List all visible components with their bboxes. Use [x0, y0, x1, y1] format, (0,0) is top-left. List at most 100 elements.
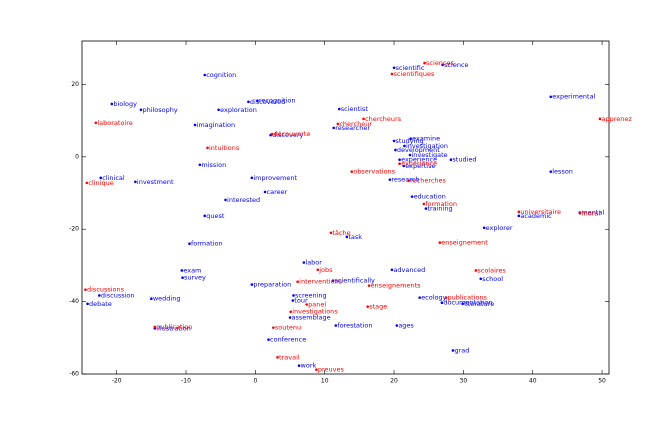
- point-label: ages: [398, 321, 414, 329]
- point-label: screening: [295, 291, 327, 299]
- point: [424, 207, 428, 210]
- point-label: recognition: [259, 97, 296, 105]
- point-label: scientific: [396, 64, 425, 72]
- point: [392, 66, 396, 70]
- point: [291, 299, 295, 302]
- x-tick-label: 20: [390, 378, 398, 385]
- point: [84, 288, 87, 291]
- point-label: labor: [305, 259, 322, 267]
- point: [98, 294, 101, 297]
- point: [289, 310, 293, 314]
- point: [94, 121, 98, 125]
- point: [181, 276, 184, 280]
- point: [438, 241, 442, 244]
- point: [288, 316, 292, 319]
- point-label: development: [397, 146, 440, 154]
- point-label: découverte: [273, 130, 310, 138]
- point-label: school: [482, 275, 503, 283]
- point: [549, 170, 553, 173]
- point-label: examine: [412, 135, 440, 143]
- point-label: exploration: [220, 106, 257, 114]
- point-label: moral: [581, 209, 600, 217]
- point-label: formation: [425, 200, 457, 208]
- point-label: improvement: [253, 174, 297, 182]
- point: [134, 180, 137, 184]
- point: [408, 153, 412, 157]
- point-label: enseignement: [441, 239, 488, 247]
- point-label: exam: [183, 266, 201, 274]
- point: [441, 63, 444, 67]
- point: [461, 302, 464, 306]
- point: [517, 210, 521, 214]
- point-label: panel: [308, 301, 326, 309]
- x-tick-label: 0: [253, 378, 257, 385]
- point: [329, 231, 333, 235]
- point-label: discussion: [101, 291, 135, 299]
- point: [150, 297, 153, 301]
- x-tick-label: 30: [460, 378, 468, 385]
- point-label: cognition: [206, 71, 236, 79]
- point-label: interested: [227, 196, 260, 204]
- point: [336, 122, 340, 126]
- x-tick-label: 10: [321, 378, 329, 385]
- point-label: academic: [520, 212, 552, 220]
- point-label: philosophy: [142, 106, 177, 114]
- y-tick-label: -60: [69, 371, 79, 378]
- point: [224, 198, 227, 202]
- point-label: soutenu: [275, 324, 301, 332]
- point-label: investigation: [406, 142, 448, 150]
- point-label: wedding: [153, 295, 181, 303]
- point: [315, 368, 318, 371]
- point: [337, 107, 341, 111]
- point-label: mission: [201, 161, 226, 169]
- point: [85, 181, 89, 185]
- point-label: universitaire: [520, 208, 561, 216]
- point: [297, 364, 301, 367]
- point-label: discussions: [87, 286, 125, 294]
- point: [390, 72, 394, 76]
- point-label: scientist: [341, 105, 369, 113]
- point-label: tour: [294, 297, 308, 305]
- y-tick-label: 20: [71, 81, 79, 88]
- point: [276, 356, 279, 359]
- point-label: ecology: [421, 294, 446, 302]
- point: [203, 73, 207, 77]
- y-tick-label: 0: [75, 153, 79, 160]
- point: [410, 195, 414, 198]
- point: [316, 268, 320, 272]
- point-label: laboratoire: [97, 119, 132, 127]
- point: [402, 164, 406, 168]
- point: [292, 294, 295, 297]
- point-label: researcher: [335, 124, 370, 132]
- point: [198, 163, 202, 167]
- point-label: investigate: [411, 151, 447, 159]
- point-label: interventions: [299, 278, 343, 286]
- point-label: formation: [191, 240, 223, 248]
- point: [598, 117, 602, 121]
- point-label: imagination: [197, 121, 236, 129]
- point: [267, 338, 270, 341]
- point: [270, 132, 274, 136]
- point-label: experimental: [552, 93, 595, 101]
- point: [362, 117, 365, 121]
- point-label: stage: [369, 303, 387, 311]
- point-label: apprenez: [601, 115, 632, 123]
- point: [331, 279, 335, 282]
- point: [398, 158, 401, 162]
- point-label: preparation: [253, 281, 291, 289]
- point-label: clinical: [102, 174, 125, 182]
- point: [193, 123, 197, 127]
- point-label: discovered: [250, 98, 285, 106]
- point-label: explorer: [486, 224, 513, 232]
- x-tick-label: -10: [181, 378, 191, 385]
- point: [394, 148, 397, 152]
- point-label: clinique: [88, 179, 113, 187]
- point-label: jobs: [318, 266, 333, 274]
- point-label: recherches: [410, 177, 446, 185]
- point: [395, 324, 399, 327]
- point-label: preuves: [318, 366, 345, 374]
- point-label: publication: [156, 323, 192, 331]
- point-label: training: [427, 205, 452, 213]
- point-label: conference: [270, 336, 306, 344]
- point-label: expertise: [405, 162, 435, 170]
